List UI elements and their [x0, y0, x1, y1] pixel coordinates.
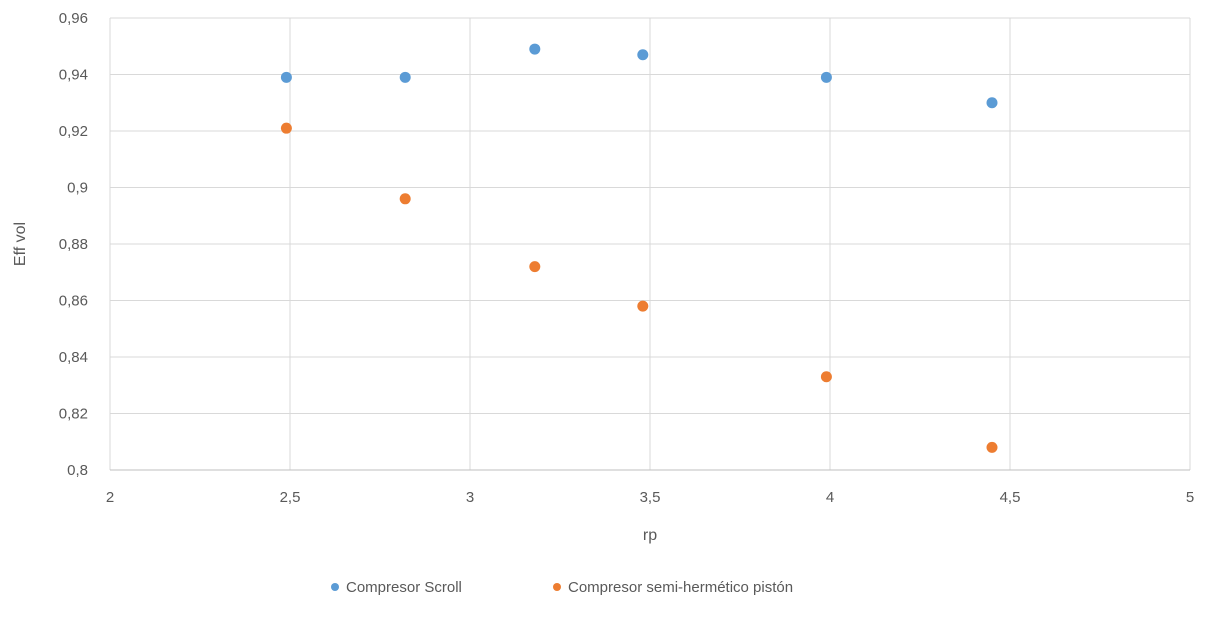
data-point-series-1-5: [986, 441, 998, 453]
legend-item-compresor-scroll: Compresor Scroll: [331, 579, 462, 596]
data-point-layer: [280, 43, 998, 453]
y-tick-label: 0,82: [59, 406, 88, 423]
x-axis-title: rp: [643, 527, 657, 544]
data-point-series-0-2: [529, 43, 541, 55]
y-axis-title: Eff vol: [12, 222, 29, 266]
y-tick-label: 0,8: [67, 462, 88, 479]
data-point-series-0-3: [637, 49, 649, 61]
x-tick-label: 4: [826, 489, 834, 506]
y-tick-label: 0,94: [59, 67, 88, 84]
y-tick-label: 0,86: [59, 293, 88, 310]
data-point-series-0-1: [399, 71, 411, 83]
y-tick-label: 0,88: [59, 236, 88, 253]
grid-layer: [109, 17, 1191, 470]
data-point-series-0-4: [820, 71, 832, 83]
legend-label-compresor-scroll: Compresor Scroll: [346, 579, 462, 596]
data-point-series-1-1: [399, 193, 411, 205]
data-point-series-1-4: [820, 371, 832, 383]
x-tick-label: 5: [1186, 489, 1194, 506]
y-tick-label: 0,96: [59, 10, 88, 27]
x-tick-label: 3: [466, 489, 474, 506]
y-tick-label: 0,9: [67, 180, 88, 197]
legend-marker-compresor-semi-hermetico-piston: [553, 583, 561, 591]
x-tick-label: 3,5: [640, 489, 661, 506]
x-tick-label: 2,5: [280, 489, 301, 506]
x-tick-label: 2: [106, 489, 114, 506]
y-tick-label: 0,84: [59, 349, 88, 366]
data-point-series-1-0: [280, 122, 292, 134]
data-point-series-0-0: [280, 71, 292, 83]
y-tick-label: 0,92: [59, 123, 88, 140]
legend-label-compresor-semi-hermetico-piston: Compresor semi-hermético pistón: [568, 579, 793, 596]
x-tick-label: 4,5: [1000, 489, 1021, 506]
legend-item-compresor-semi-hermetico-piston: Compresor semi-hermético pistón: [553, 579, 793, 596]
data-point-series-1-2: [529, 261, 541, 273]
legend-marker-compresor-scroll: [331, 583, 339, 591]
legend: Compresor Scroll Compresor semi-hermétic…: [331, 579, 793, 596]
data-point-series-1-3: [637, 300, 649, 312]
data-point-series-0-5: [986, 97, 998, 109]
tick-label-layer: 0,8 0,82 0,84 0,86 0,88 0,9 0,92 0,94 0,96 2 2,5 3 3…: [59, 10, 1194, 506]
